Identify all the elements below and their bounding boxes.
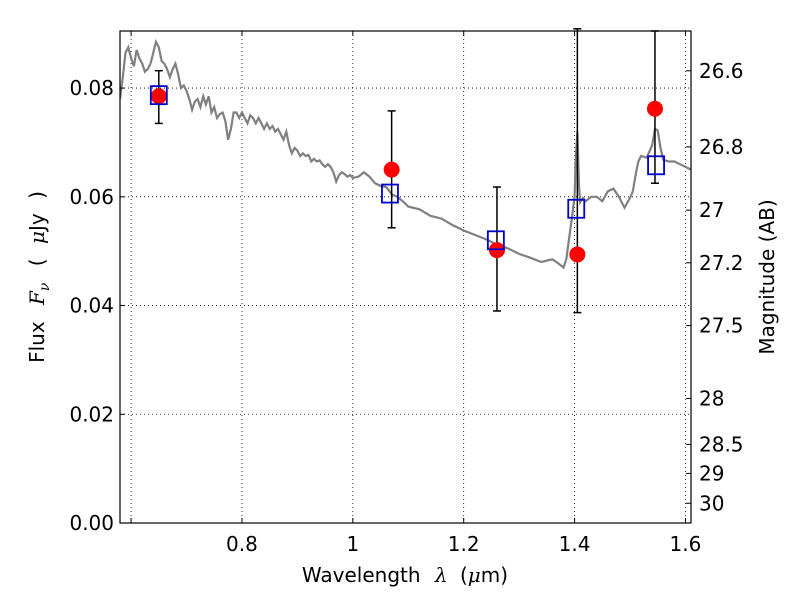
measured-flux-point bbox=[383, 161, 400, 178]
measured-flux-point bbox=[569, 246, 586, 263]
y2-tick-label: 26.6 bbox=[699, 59, 744, 83]
x-axis-label: Wavelength λ (μm) bbox=[302, 563, 508, 587]
y2-tick-label: 27.2 bbox=[699, 251, 744, 275]
y-tick-label: 0.06 bbox=[69, 185, 114, 209]
y-axis-label-symbol: F bbox=[25, 290, 49, 306]
y2-tick-label: 28.5 bbox=[699, 432, 744, 456]
y-tick-label: 0.04 bbox=[69, 294, 114, 318]
x-tick-label: 1.4 bbox=[559, 532, 591, 556]
x-tick-label: 0.8 bbox=[226, 532, 258, 556]
model-flux-square bbox=[567, 198, 586, 219]
y2-tick-label: 30 bbox=[699, 491, 724, 515]
x-axis-label-unit-mu: μ bbox=[468, 563, 481, 587]
y-axis-label-unit-rest: Jy bbox=[25, 213, 49, 233]
y-axis-label-unit-open: ( bbox=[25, 258, 49, 266]
x-axis-label-unit-open: ( bbox=[460, 563, 468, 587]
y-axis-label-unit-close: ) bbox=[25, 191, 49, 199]
measured-flux-point bbox=[150, 88, 167, 105]
y-tick-label: 0.00 bbox=[69, 511, 114, 535]
x-axis-label-unit-rest: m) bbox=[481, 563, 508, 587]
x-tick-label: 1.6 bbox=[670, 532, 702, 556]
model-flux-square bbox=[149, 85, 168, 106]
y-axis-label-prefix: Flux bbox=[25, 321, 49, 363]
y-axis-label: Flux Fν ( μJy ) bbox=[25, 191, 54, 363]
y-axis-label-subscript: ν bbox=[37, 282, 53, 291]
plot-series bbox=[120, 28, 691, 314]
tick-labels: 0.8 1 1.2 1.4 1.6 0.00 0.02 0.04 0.06 0.08 26.6 26.… bbox=[69, 59, 743, 556]
measured-flux-point bbox=[646, 100, 663, 117]
model-flux-square bbox=[486, 230, 505, 251]
y2-tick-label: 26.8 bbox=[699, 135, 744, 159]
axis-ticks bbox=[120, 31, 691, 524]
x-axis-label-prefix: Wavelength bbox=[302, 563, 421, 587]
y2-tick-label: 29 bbox=[699, 461, 724, 485]
plot-frame bbox=[119, 30, 692, 524]
model-flux-square bbox=[381, 183, 399, 204]
x-tick-label: 1 bbox=[346, 532, 359, 556]
x-tick-label: 1.2 bbox=[448, 532, 480, 556]
y2-tick-label: 27.5 bbox=[699, 314, 744, 338]
y2-tick-label: 27 bbox=[699, 198, 724, 222]
y-tick-label: 0.02 bbox=[69, 402, 114, 426]
y-axis-label-unit-mu: μ bbox=[25, 231, 49, 244]
y2-axis-label: Magnitude (AB) bbox=[755, 199, 779, 354]
y2-tick-label: 28 bbox=[699, 386, 724, 410]
y-tick-label: 0.08 bbox=[69, 76, 114, 100]
x-axis-label-symbol: λ bbox=[434, 563, 448, 587]
model-flux-square bbox=[647, 155, 665, 176]
spectrum-line bbox=[120, 38, 691, 270]
